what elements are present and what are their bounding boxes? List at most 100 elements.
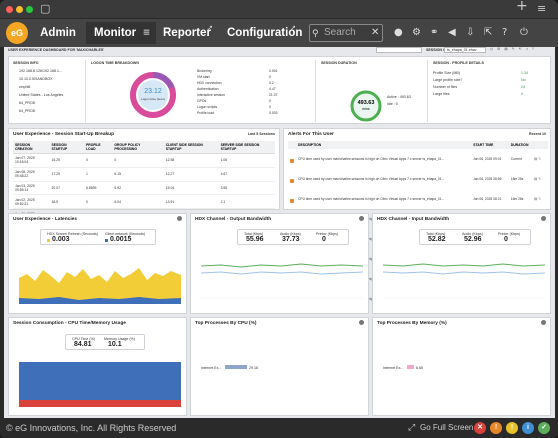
session-summary-panel: SESSION INFO 192.168.8.126/192.168.1... 1… xyxy=(8,56,551,124)
logon-row-value: 4.47 xyxy=(269,87,276,91)
table-cell: Jan 06, 2025 09:01 xyxy=(473,157,502,161)
panel-settings-icon[interactable] xyxy=(359,320,364,325)
user-icon[interactable]: ● xyxy=(394,27,403,38)
critical-alert-icon[interactable]: ✕ xyxy=(474,422,486,434)
logon-row-label: GPOs xyxy=(197,99,207,103)
full-screen-icon[interactable]: ⤢ xyxy=(408,422,416,432)
table-cell: Jan 06, 2025 08:21 xyxy=(473,197,502,201)
eg-logo[interactable]: eG xyxy=(6,22,28,44)
tab-reporter[interactable]: Reporter xyxy=(163,27,211,39)
dashboard-select[interactable] xyxy=(376,47,422,53)
clear-search-icon[interactable]: ✕ xyxy=(371,27,380,38)
logon-row-value: 0.003 xyxy=(269,111,278,115)
alert-row[interactable]: CPU time used by user max\charles sessio… xyxy=(288,149,548,169)
major-alert-icon[interactable]: ! xyxy=(490,422,502,434)
close-window-dot[interactable] xyxy=(6,6,13,13)
expand-icon[interactable]: ⇱ xyxy=(484,27,493,38)
minor-alert-icon[interactable]: ! xyxy=(506,422,518,434)
column-header: SESSION STARTUP xyxy=(49,141,84,154)
hdx-input-legend: Total (Kbps) Audio (Kbps) Printer (Kbps)… xyxy=(419,229,531,245)
session-duration-title: SESSION DURATION xyxy=(321,61,357,65)
external-link-icon: ↗ xyxy=(290,24,296,32)
table-cell: CPU time used by user max\charles sessio… xyxy=(296,269,471,289)
logon-row-label: Authentication xyxy=(197,87,219,91)
table-cell: CPU time used by user max\charles sessio… xyxy=(296,289,471,309)
consumption-title: Session Consumption - CPU Time/Memory Us… xyxy=(13,321,126,326)
table-cell: 13.91 xyxy=(163,194,219,210)
tab-admin[interactable]: Admin xyxy=(40,27,76,39)
table-cell: 12.27 xyxy=(163,167,219,182)
top-cpu-process: Internet Ex... xyxy=(201,366,222,370)
logon-row-value: 0 xyxy=(269,99,271,103)
download-icon[interactable]: ⇩ xyxy=(466,27,475,38)
top-mem-bar xyxy=(407,365,414,369)
alert-actions[interactable]: ▤ ✎ xyxy=(534,177,542,181)
top-memory-title: Top Processes By Memory (%) xyxy=(377,321,447,326)
warning-icon xyxy=(290,199,294,203)
table-cell: CPU time used by user max\charles sessio… xyxy=(296,229,471,249)
tab-monitor[interactable]: Monitor ≡ xyxy=(86,22,156,44)
menu-icon[interactable]: ≡ xyxy=(537,2,547,15)
maximize-window-dot[interactable] xyxy=(26,6,33,13)
latency-panel: User Experience - Latencies HDX Screen R… xyxy=(8,213,187,314)
table-cell: Jan 02, 2025 09:52:31 xyxy=(13,194,50,210)
startup-title: User Experience - Session Start-Up Break… xyxy=(13,132,115,137)
new-tab-icon[interactable]: + xyxy=(516,0,528,14)
latency-area-chart xyxy=(19,268,181,304)
alert-actions[interactable]: ▤ ✎ xyxy=(534,197,542,201)
table-cell: 16m 28s xyxy=(510,197,524,201)
link-icon[interactable]: ⚭ xyxy=(430,27,439,38)
logon-row-value: 0 xyxy=(269,75,271,79)
session-select[interactable]: ts_ehapa_01.ehav xyxy=(444,47,486,53)
profile-row-value: 24 xyxy=(521,85,525,89)
hdx-output-legend: Total (Kbps) Audio (Kbps) Printer (Kbps)… xyxy=(237,229,349,245)
legend-label: Client network (Seconds) xyxy=(105,232,146,236)
search-input[interactable]: Search xyxy=(309,24,383,42)
full-screen-link[interactable]: Go Full Screen xyxy=(420,423,474,432)
profile-row-value: No xyxy=(521,78,526,82)
logon-row-label: Logon scripts xyxy=(197,105,218,109)
table-header-row: DESCRIPTION START TIME DURATION xyxy=(288,141,548,149)
logon-donut xyxy=(130,72,176,118)
normal-status-icon[interactable]: ✓ xyxy=(538,422,550,434)
power-icon[interactable]: ⏻ xyxy=(520,27,528,38)
profile-row: Large profile size? No xyxy=(433,78,543,85)
hamburger-icon[interactable]: ≡ xyxy=(143,27,150,39)
column-header: PROFILE LOAD xyxy=(83,141,113,154)
header-icons[interactable]: ◷ ⚙ ▤ ✎ ⇱ ◑ ? xyxy=(490,47,536,51)
alert-actions[interactable]: ▤ ✎ xyxy=(534,157,542,161)
logon-time-title: LOGON TIME BREAKDOWN xyxy=(91,61,139,65)
tab-configuration[interactable]: Configuration xyxy=(227,27,303,39)
duration-value: 493.63 xyxy=(357,100,375,106)
table-row: Jan 07, 2025 10:16:04 15.25 0 0 12.58 1.06 xyxy=(13,153,275,168)
settings-icon[interactable]: ⚙ xyxy=(412,27,421,38)
announcement-icon[interactable]: ◀ xyxy=(448,27,456,38)
alert-row[interactable]: CPU time used by user max\charles sessio… xyxy=(288,189,548,209)
panel-settings-icon[interactable] xyxy=(541,320,546,325)
table-cell: 6.8699 xyxy=(83,181,113,196)
logon-row: HDX connection 0.2 xyxy=(191,81,301,87)
top-cpu-value: 29.16 xyxy=(249,366,258,370)
logon-row: Brokering 0.001 xyxy=(191,69,301,75)
sidebar-toggle-icon[interactable]: ▢ xyxy=(40,2,51,15)
profile-row-label: Number of files xyxy=(433,85,458,89)
minimize-window-dot[interactable] xyxy=(16,6,23,13)
profile-row-label: Large files xyxy=(433,92,450,96)
panel-settings-icon[interactable] xyxy=(541,216,546,221)
profile-row-label: Profile Size (MB) xyxy=(433,71,460,75)
logon-row-label: VM start xyxy=(197,75,210,79)
profile-row-label: Large profile size? xyxy=(433,78,463,82)
session-info-item: 10.10.0.5/SANDBOX xyxy=(19,77,53,81)
table-cell: 18.5 xyxy=(49,194,84,210)
help-icon[interactable]: ? xyxy=(502,27,508,38)
logon-row: Logon scripts 0 xyxy=(191,105,301,111)
legend-label: Audio (Kbps) xyxy=(462,232,483,236)
panel-settings-icon[interactable] xyxy=(177,216,182,221)
alert-row[interactable]: CPU time used by user max\charles sessio… xyxy=(288,169,548,189)
alert-icon xyxy=(288,169,296,189)
info-alert-icon[interactable]: i xyxy=(522,422,534,434)
logon-row: Profile load 0.003 xyxy=(191,111,301,117)
panel-settings-icon[interactable] xyxy=(359,216,364,221)
column-header: SESSION CREATION xyxy=(13,141,50,154)
